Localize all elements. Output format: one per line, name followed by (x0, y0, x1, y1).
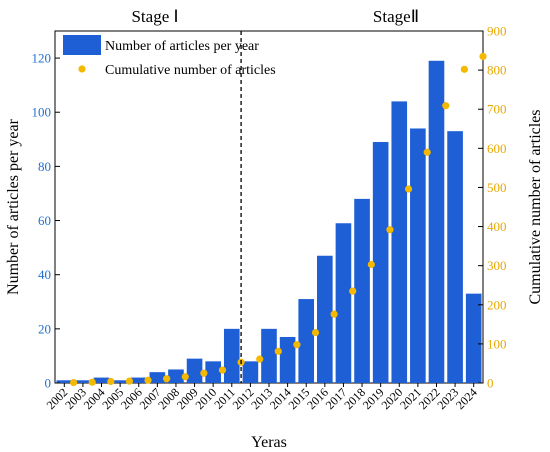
y-tick-label-80: 80 (38, 159, 51, 174)
x-axis-title: Yeras (251, 434, 287, 451)
bar-2022 (428, 60, 445, 383)
y2-tick-label-200: 200 (487, 297, 507, 312)
bar-2007 (149, 372, 166, 383)
points-layer (70, 52, 487, 387)
point-2017 (349, 287, 357, 295)
point-2023 (460, 65, 468, 73)
point-2010 (218, 366, 227, 374)
y-tick-label-100: 100 (32, 105, 52, 120)
point-2009 (200, 369, 208, 377)
right-axis: 0 100 200 300 400 500 600 700 800 900 (478, 24, 507, 391)
y-tick-label-120: 120 (32, 51, 52, 66)
point-2004 (107, 377, 115, 386)
bar-2008 (168, 369, 184, 383)
point-2007 (163, 375, 171, 383)
y2-tick-label-700: 700 (487, 102, 507, 117)
y-tick-label-40: 40 (38, 267, 51, 282)
bar-2011 (223, 328, 240, 383)
legend-bar-label: Number of articles per year (105, 39, 259, 54)
y-axis-title: Number of articles per year (5, 118, 22, 295)
x-tick-label-2024: 2024 (453, 385, 480, 412)
bar-2005 (112, 380, 128, 383)
bar-2017 (335, 223, 352, 383)
bar-2009 (186, 358, 203, 383)
bar-2002 (56, 380, 73, 383)
y-tick-label-60: 60 (38, 213, 51, 228)
point-2005 (125, 377, 134, 385)
y2-tick-label-900: 900 (487, 24, 507, 39)
point-2024 (479, 52, 487, 61)
point-2014 (293, 341, 301, 349)
bar-2019 (372, 142, 389, 383)
y2-tick-label-800: 800 (487, 63, 507, 78)
bar-2004 (93, 377, 110, 383)
y2-tick-label-300: 300 (487, 258, 507, 273)
bar-2023 (447, 131, 463, 383)
bar-2021 (410, 128, 426, 383)
bar-2006 (130, 377, 147, 383)
x-axis: 2002200320042005200620072008200920102011… (44, 383, 480, 412)
point-2003 (88, 378, 96, 386)
point-2022 (442, 102, 450, 110)
y2-tick-label-600: 600 (487, 141, 507, 156)
stage-2-label: StageⅡ (373, 7, 419, 26)
left-axis: 0 20 40 60 80 100 120 (32, 51, 60, 391)
y2-tick-label-400: 400 (487, 219, 507, 234)
y-tick-label-0: 0 (45, 376, 52, 391)
point-2021 (423, 148, 431, 156)
legend-dot-swatch (78, 65, 86, 73)
stage-1-label: Stage Ⅰ (131, 7, 178, 26)
point-2002 (70, 379, 78, 387)
y2-axis-title: Cumulative number of articles (527, 109, 544, 304)
point-2012 (256, 355, 264, 363)
point-2015 (311, 328, 320, 337)
point-2019 (386, 226, 394, 234)
point-2018 (367, 260, 375, 269)
bar-2012 (242, 361, 259, 383)
bar-2024 (465, 293, 482, 383)
bar-2003 (75, 380, 91, 383)
point-2008 (181, 373, 189, 381)
bar-2014 (279, 336, 296, 383)
bar-2018 (354, 198, 370, 383)
bar-2010 (205, 361, 221, 383)
y2-tick-label-0: 0 (487, 376, 494, 391)
bars-layer (56, 60, 482, 384)
legend: Number of articles per year Cumulative n… (63, 35, 276, 78)
bar-2013 (261, 328, 277, 383)
bar-2020 (391, 101, 408, 384)
bar-2016 (317, 255, 333, 383)
point-2020 (404, 185, 413, 193)
legend-bar-swatch (63, 35, 101, 55)
y-tick-label-20: 20 (38, 321, 51, 336)
point-2006 (144, 376, 152, 384)
bar-2015 (298, 299, 315, 383)
y2-tick-label-500: 500 (487, 180, 507, 195)
point-2013 (274, 347, 282, 355)
point-2016 (330, 310, 338, 318)
y2-tick-label-100: 100 (487, 336, 507, 351)
legend-dot-label: Cumulative number of articles (105, 63, 276, 78)
